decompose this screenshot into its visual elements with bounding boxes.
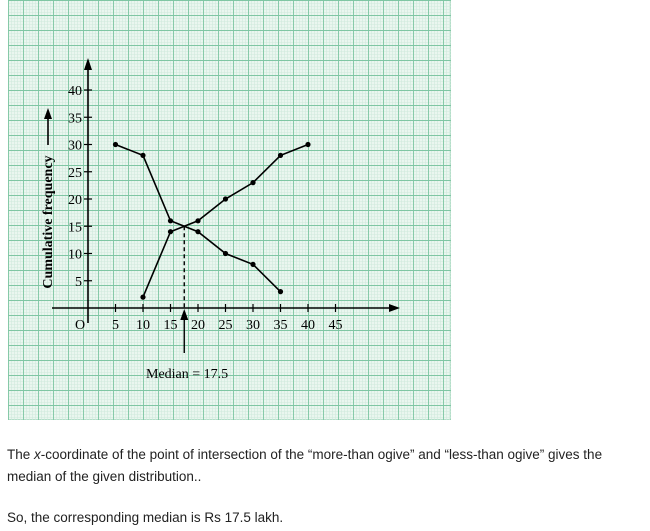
y-tick-label: 20: [68, 193, 82, 208]
y-axis-title-arrow-head: [44, 108, 52, 119]
y-tick-label: 30: [68, 139, 82, 154]
ogive-chart: 5 10 15 20 25 30 35 40 45 5 10 15 20 25 30 35 40 O Cumulat…: [8, 0, 451, 420]
x-tick-label: 20: [191, 318, 205, 333]
x-tick-label: 45: [329, 318, 343, 333]
median-annotation: Median = 17.5: [146, 367, 228, 382]
y-tick-label: 35: [68, 111, 82, 126]
more-than-ogive-point: [167, 218, 174, 224]
graph-paper-panel: 5 10 15 20 25 30 35 40 45 5 10 15 20 25 30 35 40 O Cumulat…: [8, 0, 451, 420]
less-than-ogive-point: [195, 218, 201, 224]
less-than-ogive-point: [250, 180, 256, 186]
x-tick-label: 15: [164, 318, 178, 333]
median-arrow-head: [180, 309, 189, 320]
y-tick-label: 5: [75, 275, 82, 290]
x-tick-label: 10: [136, 318, 150, 333]
x-tick-label: 5: [112, 318, 119, 333]
more-than-ogive-point: [140, 152, 146, 158]
x-tick-label: 40: [301, 318, 315, 333]
y-tick-label: 25: [68, 166, 82, 181]
explanation-x: x: [34, 447, 41, 462]
y-tick-label: 40: [68, 84, 82, 99]
more-than-ogive-point: [222, 250, 229, 257]
y-axis-arrow: [84, 58, 92, 70]
x-tick-label: 25: [219, 318, 233, 333]
more-than-ogive-point: [112, 141, 119, 148]
explanation-pre: The: [7, 447, 35, 462]
x-axis-arrow: [389, 304, 400, 312]
graph-paper-background: [8, 0, 451, 420]
less-than-ogive-point: [277, 152, 284, 158]
conclusion-paragraph: So, the corresponding median is Rs 17.5 …: [7, 510, 284, 525]
more-than-ogive-point: [250, 261, 256, 267]
y-tick-label: 10: [68, 248, 82, 263]
x-tick-label: 30: [246, 318, 260, 333]
less-than-ogive-point: [140, 294, 146, 300]
y-axis-title: Cumulative frequency: [41, 155, 56, 288]
less-than-ogive-point: [222, 196, 229, 202]
origin-label: O: [75, 318, 85, 333]
explanation-post: -coordinate of the point of intersection…: [7, 447, 603, 484]
less-than-ogive-point: [305, 141, 311, 148]
more-than-ogive-point: [277, 289, 284, 295]
y-tick-label: 15: [68, 220, 82, 235]
x-tick-label: 35: [274, 318, 288, 333]
more-than-ogive-point: [195, 229, 201, 235]
major-grid: [8, 0, 451, 420]
less-than-ogive-point: [167, 229, 174, 235]
explanation-paragraph: The x-coordinate of the point of interse…: [7, 444, 645, 488]
